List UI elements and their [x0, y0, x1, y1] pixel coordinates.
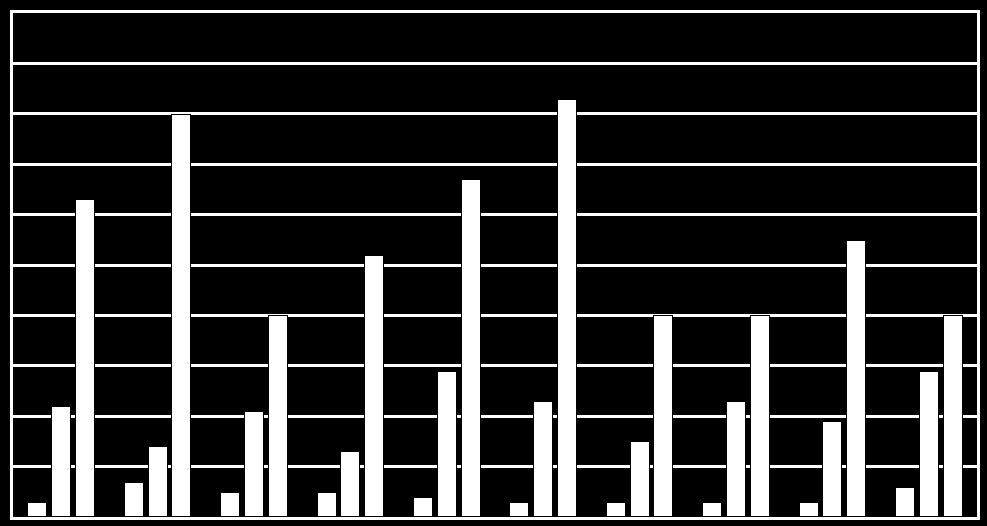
bar — [171, 114, 191, 517]
bar-chart — [0, 0, 987, 526]
bar — [340, 451, 360, 517]
bar — [51, 406, 71, 517]
bar — [799, 502, 819, 517]
bar — [461, 179, 481, 517]
gridline — [13, 62, 977, 65]
gridline — [13, 163, 977, 166]
bar — [557, 99, 577, 517]
bar — [726, 401, 746, 517]
bar — [533, 401, 553, 517]
gridline — [13, 415, 977, 418]
bar — [413, 497, 433, 517]
bar — [822, 421, 842, 517]
bar — [919, 371, 939, 517]
bar — [437, 371, 457, 517]
bar — [653, 315, 673, 517]
gridline — [13, 264, 977, 267]
bar — [750, 315, 770, 517]
gridline — [13, 314, 977, 317]
gridline — [13, 112, 977, 115]
bar — [244, 411, 264, 517]
bar — [268, 315, 288, 517]
bar — [27, 502, 47, 517]
bar — [606, 502, 626, 517]
bar — [630, 441, 650, 517]
bar — [75, 199, 95, 517]
gridline — [13, 213, 977, 216]
bar — [124, 482, 144, 517]
gridline — [13, 364, 977, 367]
bar — [364, 255, 384, 517]
bar — [895, 487, 915, 517]
bar — [220, 492, 240, 517]
bar — [702, 502, 722, 517]
bar — [148, 446, 168, 517]
plot-area — [10, 10, 980, 520]
bar — [943, 315, 963, 517]
bar — [846, 240, 866, 517]
bar — [509, 502, 529, 517]
bar — [317, 492, 337, 517]
